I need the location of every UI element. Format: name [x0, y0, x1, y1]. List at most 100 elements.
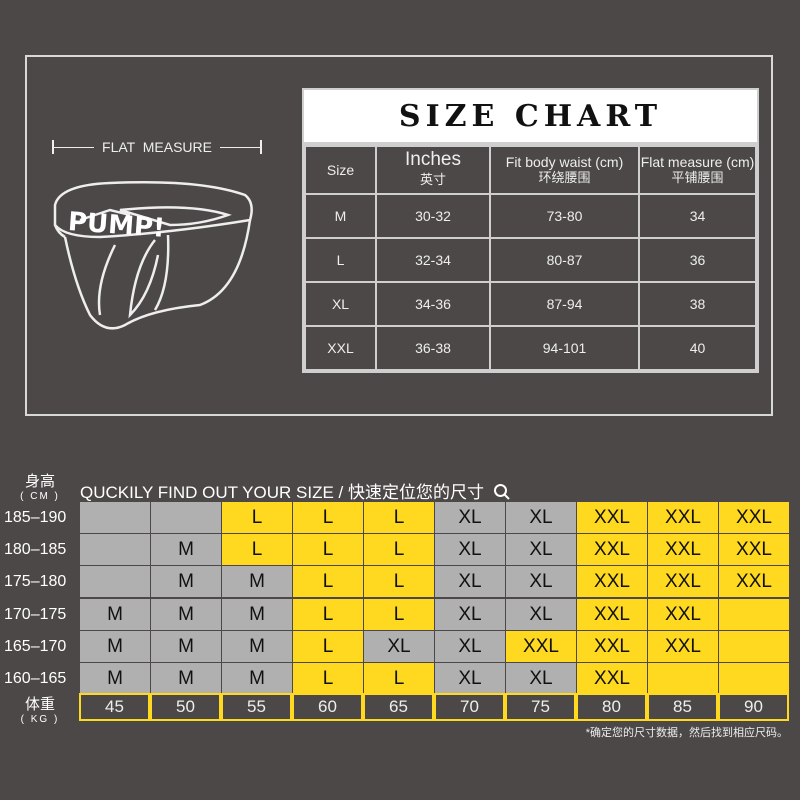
size-cell: M: [222, 630, 292, 662]
size-cell: XL: [435, 534, 505, 566]
size-cell: L: [222, 502, 292, 533]
size-cell: XXL: [719, 502, 789, 533]
cell-waist: 87-94: [489, 281, 640, 327]
size-cell: XL: [435, 598, 505, 630]
size-cell: M: [222, 663, 292, 694]
size-cell: XL: [506, 663, 576, 694]
header-flat-measure: Flat measure (cm) 平铺腰围: [638, 145, 757, 195]
size-cell: L: [364, 663, 434, 694]
size-cell: XXL: [648, 534, 718, 566]
size-cell: L: [293, 502, 363, 533]
size-cell: XL: [435, 566, 505, 598]
size-cell: L: [293, 534, 363, 566]
cell-waist: 73-80: [489, 193, 640, 239]
cell-size: M: [304, 193, 377, 239]
size-cell: XL: [435, 630, 505, 662]
size-chart: SIZE CHART Size Inches 英寸 Fit body waist …: [302, 88, 759, 373]
size-cell: L: [293, 663, 363, 694]
measure-line-right: [220, 147, 260, 148]
weight-cell: 75: [505, 693, 576, 721]
product-frame: [25, 55, 773, 416]
size-cell: L: [293, 598, 363, 630]
size-cell: [80, 502, 150, 533]
cell-flat: 34: [638, 193, 757, 239]
size-cell: M: [222, 566, 292, 598]
weight-cell: 55: [221, 693, 292, 721]
size-cell: [719, 598, 789, 630]
cell-inches: 34-36: [375, 281, 491, 327]
weight-cell: 85: [647, 693, 718, 721]
size-cell: M: [151, 566, 221, 598]
size-cell: XXL: [648, 630, 718, 662]
weight-cell: 90: [718, 693, 789, 721]
size-cell: XXL: [577, 566, 647, 598]
footnote: *确定您的尺寸数据，然后找到相应尺码。: [585, 727, 788, 739]
size-cell: [719, 663, 789, 694]
size-cell: XL: [435, 663, 505, 694]
size-cell: L: [364, 598, 434, 630]
size-cell: XXL: [648, 598, 718, 630]
size-cell: L: [293, 630, 363, 662]
height-range-label: 165–170: [4, 637, 67, 655]
size-cell: XXL: [577, 630, 647, 662]
flat-measure-indicator: FLAT MEASURE: [52, 138, 262, 156]
cell-size: XL: [304, 281, 377, 327]
size-cell: M: [222, 598, 292, 630]
height-range-label: 180–185: [4, 541, 67, 559]
size-cell: M: [151, 630, 221, 662]
size-cell: [151, 502, 221, 533]
weight-cell: 60: [292, 693, 363, 721]
search-icon: [493, 484, 510, 500]
header-inches: Inches 英寸: [375, 145, 491, 195]
cell-inches: 30-32: [375, 193, 491, 239]
size-cell: XL: [435, 502, 505, 533]
weight-cell: 80: [576, 693, 647, 721]
weight-cell: 65: [363, 693, 434, 721]
height-range-label: 185–190: [4, 509, 67, 526]
pump-logo: PUMP!: [67, 207, 166, 244]
size-cell: M: [151, 663, 221, 694]
size-cell: XL: [364, 630, 434, 662]
measure-tick-left: [52, 140, 54, 154]
cell-inches: 36-38: [375, 325, 491, 371]
table-row: M 30-32 73-80 34: [304, 193, 757, 239]
size-cell: XXL: [648, 502, 718, 533]
size-cell: XL: [506, 598, 576, 630]
size-cell: L: [364, 534, 434, 566]
size-cell: XXL: [506, 630, 576, 662]
height-range-label: 175–180: [4, 573, 67, 591]
size-chart-header: Size Inches 英寸 Fit body waist (cm) 环绕腰围 Fl…: [304, 145, 757, 195]
size-cell: XXL: [719, 566, 789, 598]
height-label: 身高( CM ): [20, 473, 60, 502]
underwear-illustration: PUMP!: [53, 180, 253, 330]
finder-title: QUCKILY FIND OUT YOUR SIZE / 快速定位您的尺寸: [80, 478, 511, 503]
size-cell: [648, 663, 718, 694]
size-cell: XL: [506, 566, 576, 598]
size-cell: XXL: [577, 663, 647, 694]
header-size: Size: [304, 145, 377, 195]
size-cell: L: [364, 566, 434, 598]
flat-measure-label: FLAT MEASURE: [102, 139, 212, 155]
cell-size: L: [304, 237, 377, 283]
cell-flat: 38: [638, 281, 757, 327]
cell-inches: 32-34: [375, 237, 491, 283]
size-cell: [719, 630, 789, 662]
height-range-label: 160–165: [4, 670, 67, 687]
weight-label: 体重( KG ): [20, 696, 60, 725]
size-cell: XXL: [719, 534, 789, 566]
size-cell: XXL: [577, 598, 647, 630]
cell-waist: 94-101: [489, 325, 640, 371]
height-range-label: 170–175: [4, 605, 67, 623]
measure-tick-right: [260, 140, 262, 154]
measure-line-left: [54, 147, 94, 148]
table-row: XXL 36-38 94-101 40: [304, 325, 757, 371]
size-cell: XL: [506, 502, 576, 533]
size-cell: [80, 534, 150, 566]
size-chart-title: SIZE CHART: [304, 90, 757, 145]
size-cell: XXL: [577, 502, 647, 533]
size-cell: M: [151, 598, 221, 630]
size-cell: L: [222, 534, 292, 566]
size-cell: L: [293, 566, 363, 598]
size-cell: L: [364, 502, 434, 533]
size-cell: XXL: [648, 566, 718, 598]
